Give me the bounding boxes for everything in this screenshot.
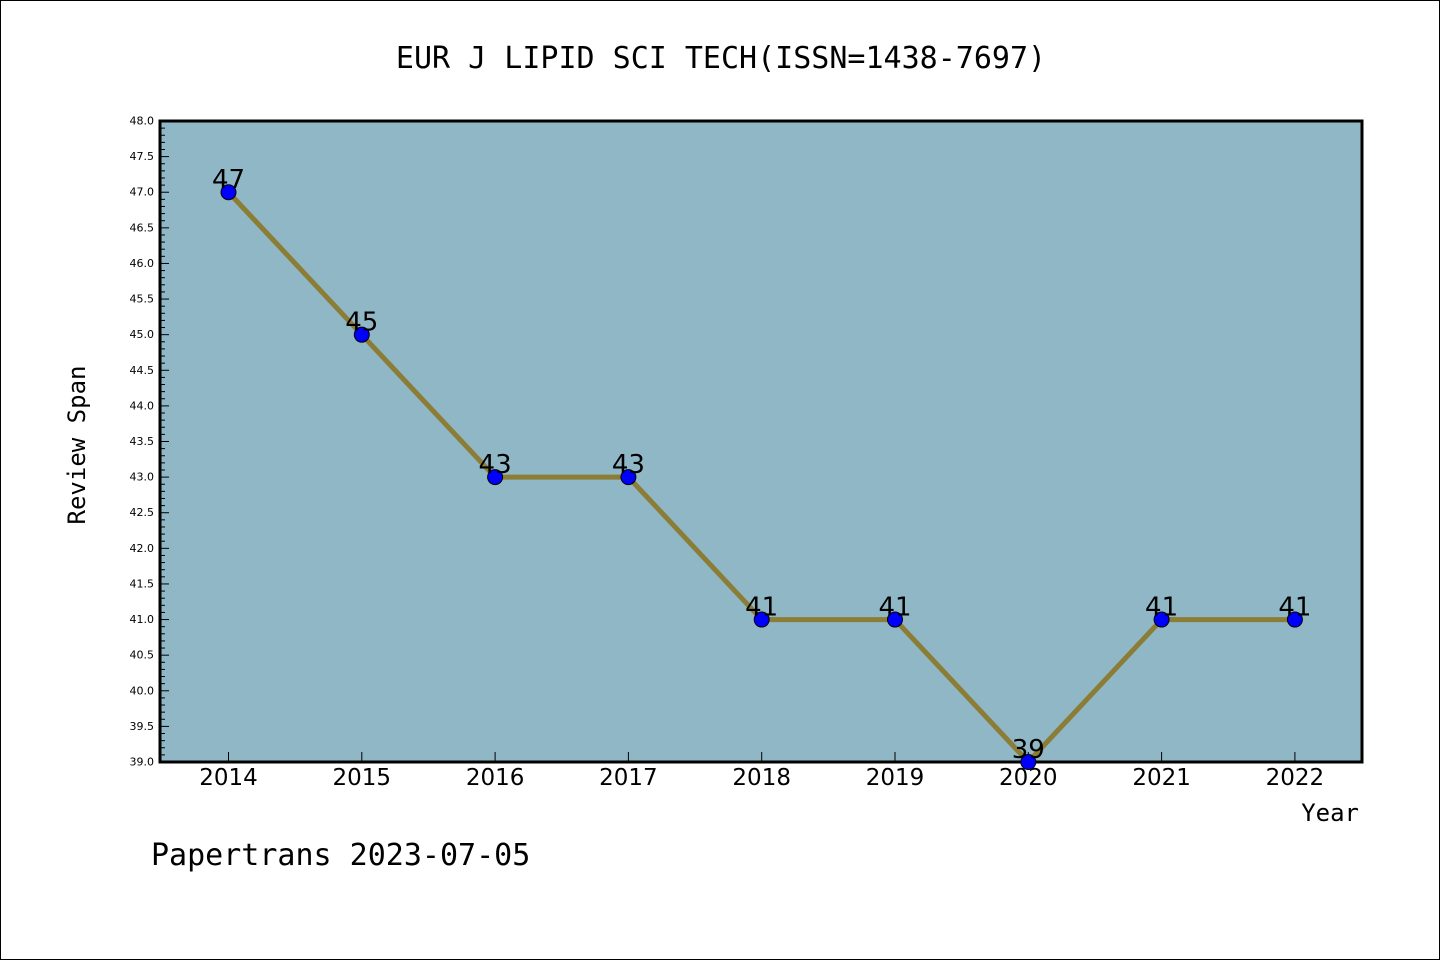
y-tick-label: 45.0 bbox=[130, 328, 155, 341]
x-axis: 2014 2015 2016 2017 2018 2019 2020 2021 2022 bbox=[199, 752, 1324, 791]
chart-title: EUR J LIPID SCI TECH(ISSN=1438-7697) bbox=[396, 41, 1046, 76]
y-tick-label: 39.0 bbox=[130, 756, 155, 769]
data-point bbox=[353, 326, 370, 343]
y-tick-label: 42.5 bbox=[130, 506, 155, 519]
plot-area bbox=[158, 119, 1364, 764]
data-label: 41 bbox=[745, 593, 778, 623]
data-point bbox=[220, 184, 237, 201]
data-label: 43 bbox=[612, 450, 645, 480]
data-point bbox=[1020, 754, 1037, 770]
data-point bbox=[1153, 611, 1170, 628]
y-tick-label: 44.0 bbox=[130, 399, 155, 412]
x-axis-label: Year bbox=[1301, 799, 1359, 827]
y-tick-label: 46.0 bbox=[130, 257, 155, 270]
y-tick-label: 47.0 bbox=[130, 186, 155, 199]
y-tick-label: 40.5 bbox=[130, 649, 155, 662]
y-axis: 39.0 39.5 40.0 40.5 41.0 41.5 42.0 42.5 43.0 43.5… bbox=[130, 115, 169, 769]
y-tick-label: 44.5 bbox=[130, 364, 155, 377]
y-tick-label: 39.5 bbox=[130, 720, 155, 733]
data-point bbox=[620, 469, 637, 486]
y-tick-label: 43.5 bbox=[130, 435, 155, 448]
x-tick-label: 2022 bbox=[1266, 765, 1325, 791]
x-tick-label: 2018 bbox=[732, 765, 791, 791]
y-axis-label: Review Span bbox=[63, 366, 91, 525]
data-point bbox=[753, 611, 770, 628]
x-tick-label: 2014 bbox=[199, 765, 258, 791]
x-tick-label: 2016 bbox=[466, 765, 525, 791]
y-tick-label: 41.5 bbox=[130, 577, 155, 590]
x-tick-label: 2019 bbox=[866, 765, 925, 791]
y-tick-label: 40.0 bbox=[130, 684, 155, 697]
x-tick-label: 2017 bbox=[599, 765, 658, 791]
data-label: 45 bbox=[345, 308, 378, 338]
data-label: 39 bbox=[1012, 735, 1045, 765]
footer-credit: Papertrans 2023-07-05 bbox=[151, 838, 530, 873]
data-label: 43 bbox=[479, 450, 512, 480]
data-labels-group: 47 45 43 43 41 41 39 41 41 bbox=[212, 165, 1311, 765]
x-tick-label: 2021 bbox=[1132, 765, 1191, 791]
x-tick-label: 2015 bbox=[333, 765, 392, 791]
y-tick-label: 45.5 bbox=[130, 293, 155, 306]
data-label: 41 bbox=[1278, 593, 1311, 623]
data-label: 41 bbox=[878, 593, 911, 623]
markers-group bbox=[220, 184, 1303, 770]
data-label: 47 bbox=[212, 165, 245, 195]
y-tick-label: 48.0 bbox=[130, 115, 155, 128]
data-point bbox=[887, 611, 903, 628]
data-point bbox=[487, 469, 504, 486]
y-tick-label: 41.0 bbox=[130, 613, 155, 626]
y-tick-label: 43.0 bbox=[130, 471, 155, 484]
data-point bbox=[1286, 611, 1303, 628]
y-tick-label: 42.0 bbox=[130, 542, 155, 555]
data-label: 41 bbox=[1145, 593, 1178, 623]
y-tick-label: 46.5 bbox=[130, 221, 155, 234]
y-tick-label: 47.5 bbox=[130, 150, 155, 163]
